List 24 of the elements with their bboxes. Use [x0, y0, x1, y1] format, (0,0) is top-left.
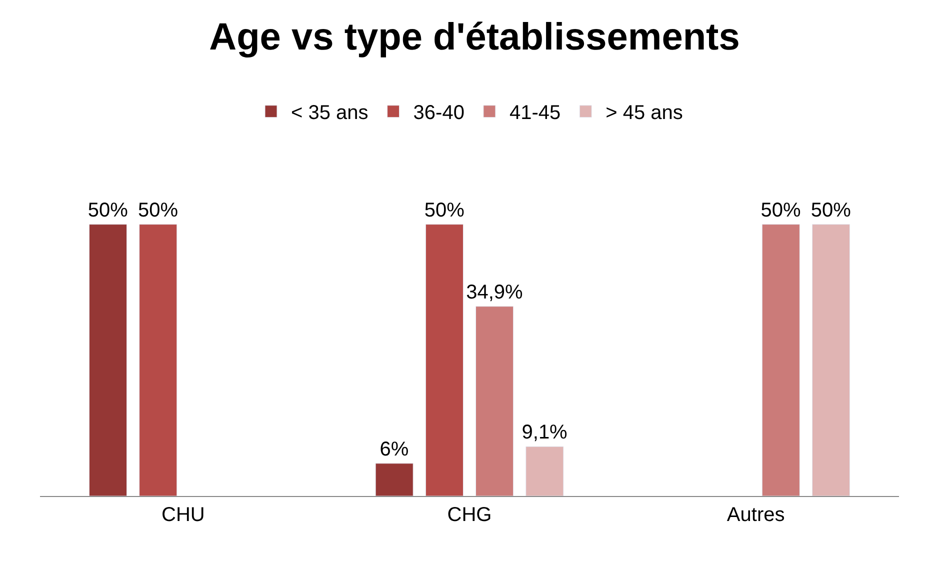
bar — [375, 463, 414, 496]
legend-label: < 35 ans — [291, 102, 368, 124]
data-label: 50% — [88, 199, 128, 222]
x-tick-label: CHG — [447, 504, 492, 526]
chart-title: Age vs type d'établissements — [209, 16, 740, 59]
data-label: 9,1% — [522, 422, 568, 444]
data-label: 6% — [380, 438, 409, 460]
legend-label: 36-40 — [413, 102, 464, 124]
data-label: 50% — [424, 199, 465, 222]
legend-label: > 45 ans — [606, 102, 683, 124]
x-tick-label: Autres — [726, 504, 785, 526]
bar — [425, 224, 464, 496]
data-label: 50% — [810, 199, 852, 222]
bar — [526, 446, 564, 496]
data-label: 34,9% — [466, 281, 524, 304]
x-tick-label: CHU — [162, 504, 205, 526]
bar — [762, 224, 800, 496]
bar — [88, 224, 128, 496]
bar — [139, 224, 178, 496]
legend-label: 41-45 — [509, 102, 561, 124]
data-label: 50% — [760, 199, 802, 222]
bar — [476, 306, 514, 496]
bar — [812, 224, 850, 496]
data-label: 50% — [138, 199, 178, 222]
